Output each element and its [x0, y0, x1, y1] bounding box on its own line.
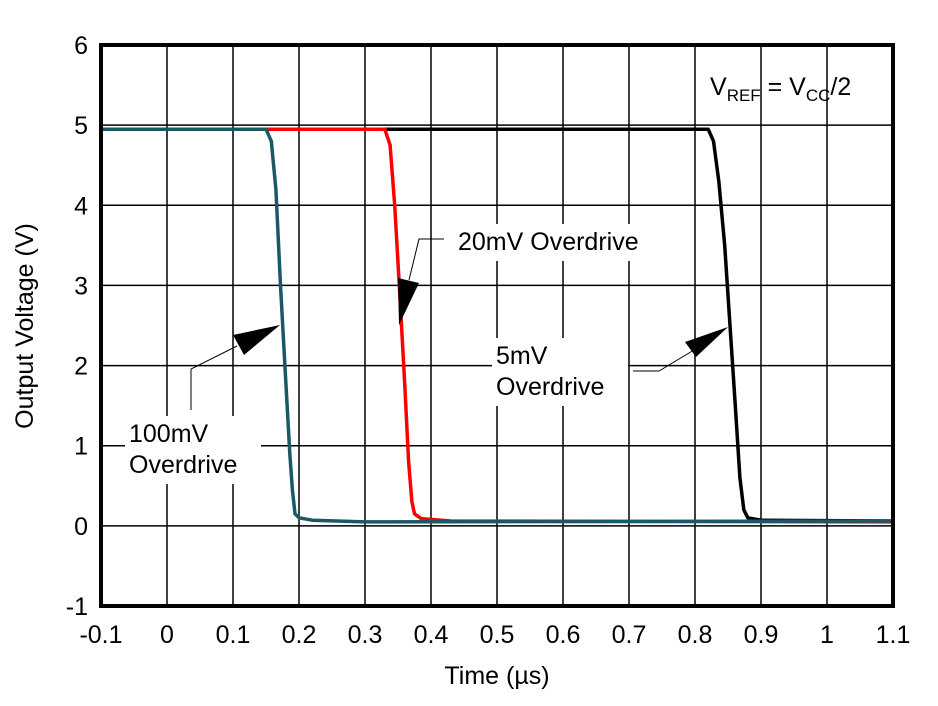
x-tick-label: 0.7	[612, 621, 647, 649]
y-tick-label: 4	[74, 192, 88, 220]
x-tick-label: 0.4	[414, 621, 449, 649]
series-label: 5mV	[496, 342, 548, 370]
y-tick-label: 1	[74, 433, 88, 461]
y-tick-label: 0	[74, 513, 88, 541]
label-background	[125, 416, 261, 484]
x-tick-label: 0.9	[744, 621, 779, 649]
label-background	[492, 338, 628, 406]
annotations: 100mV Overdrive 20mV Overdrive 5mV Overdrive	[125, 224, 728, 484]
x-tick-label: 0.3	[348, 621, 383, 649]
leader-line	[408, 238, 444, 281]
x-tick-label: 0	[160, 621, 174, 649]
y-axis-label: Output Voltage (V)	[11, 223, 39, 429]
y-tick-label: -1	[66, 593, 88, 621]
tick-labels: -0.1 0 0.1 0.2 0.3 0.4 0.5 0.6 0.7 0.8 0.9 1 1.1 -1 0 1…	[66, 32, 911, 649]
arrow-head	[398, 278, 419, 325]
label-background	[454, 224, 660, 261]
x-tick-label: 0.1	[216, 621, 251, 649]
x-tick-label: 0.5	[480, 621, 515, 649]
x-axis-label: Time (µs)	[444, 662, 549, 690]
y-tick-label: 3	[74, 272, 88, 300]
x-tick-label: 0.2	[282, 621, 317, 649]
series-label: 20mV Overdrive	[458, 228, 639, 256]
y-tick-label: 6	[74, 32, 88, 60]
y-tick-label: 5	[74, 112, 88, 140]
series-label: Overdrive	[129, 451, 237, 479]
x-tick-label: 1	[820, 621, 834, 649]
arrow-head	[233, 325, 280, 355]
x-tick-label: 0.6	[546, 621, 581, 649]
series-line-1	[101, 127, 894, 524]
y-tick-label: 2	[74, 353, 88, 381]
leader-line	[190, 345, 238, 410]
series-line-2	[101, 127, 894, 523]
vref-annotation: VREF = VCC/2	[710, 73, 851, 105]
series-label: 100mV	[129, 420, 209, 448]
arrow-head	[685, 327, 728, 357]
x-tick-label: 1.1	[876, 621, 911, 649]
series-lines	[101, 127, 894, 524]
x-tick-label: 0.8	[678, 621, 713, 649]
plot-frame	[99, 43, 895, 608]
series-line-0	[101, 127, 894, 524]
series-label: Overdrive	[496, 373, 604, 401]
x-tick-label: -0.1	[79, 621, 122, 649]
leader-line	[633, 349, 695, 372]
